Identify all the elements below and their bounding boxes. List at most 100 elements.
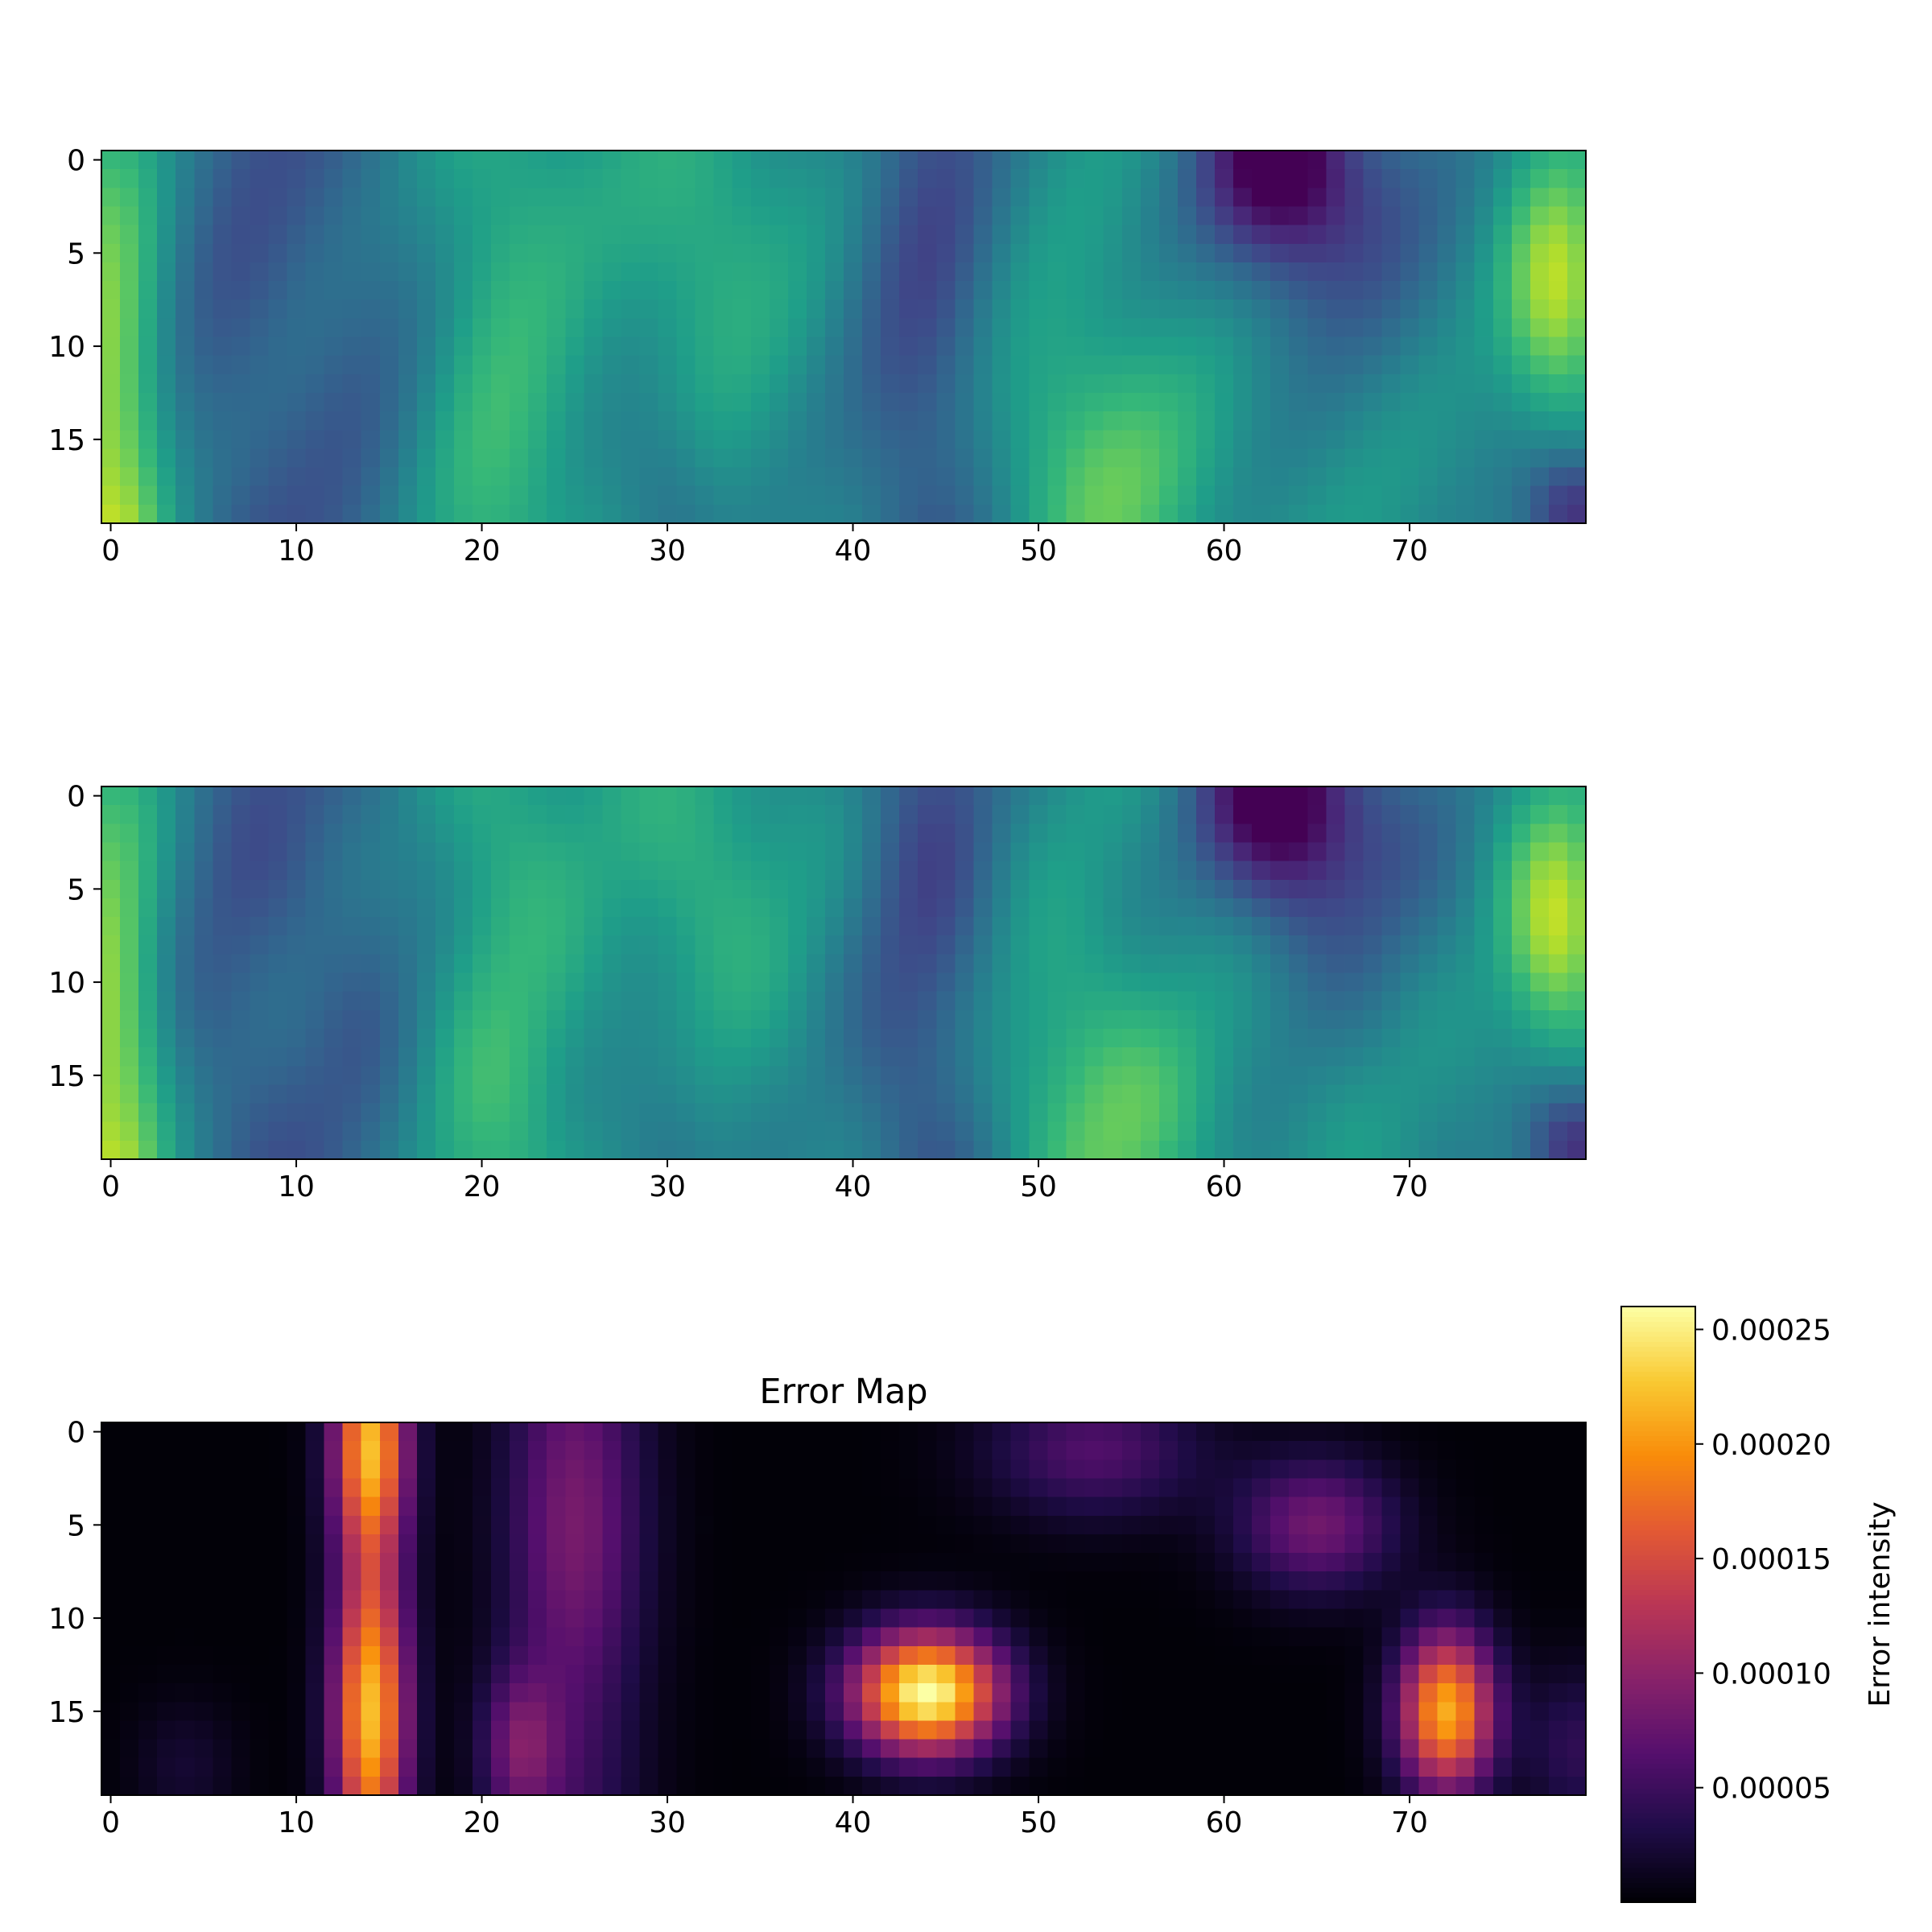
heatmap-cell: [491, 1515, 510, 1535]
heatmap-cell: [676, 355, 696, 375]
heatmap-cell: [194, 1608, 213, 1629]
heatmap-cell: [1140, 1103, 1160, 1123]
heatmap-cell: [398, 1459, 418, 1480]
heatmap-cell: [1474, 1627, 1494, 1647]
heatmap-cell: [1121, 467, 1141, 487]
heatmap-cell: [824, 355, 844, 375]
heatmap-cell: [1233, 1590, 1253, 1610]
heatmap-cell: [379, 879, 399, 899]
heatmap-cell: [824, 485, 844, 506]
heatmap-cell: [584, 1441, 603, 1460]
heatmap-cell: [491, 225, 510, 245]
heatmap-cell: [379, 972, 399, 993]
heatmap-cell: [787, 1608, 807, 1629]
heatmap-cell: [806, 430, 826, 449]
heatmap-cell: [1177, 262, 1197, 282]
heatmap-cell: [1066, 467, 1086, 487]
heatmap-cell: [510, 318, 529, 338]
heatmap-cell: [844, 504, 863, 524]
heatmap-cell: [268, 467, 288, 487]
heatmap-cell: [862, 898, 881, 918]
heatmap-cell: [1252, 504, 1271, 524]
heatmap-cell: [602, 935, 621, 955]
heatmap-cell: [824, 1121, 844, 1141]
heatmap-cell: [1511, 1627, 1531, 1647]
colorbar-swatch: [1621, 1823, 1695, 1829]
heatmap-cell: [1474, 1534, 1494, 1554]
heatmap-cell: [268, 786, 288, 806]
colorbar-swatch: [1621, 1699, 1695, 1704]
heatmap-cell: [1215, 467, 1234, 487]
heatmap-cell: [1492, 281, 1513, 300]
heatmap-cell: [1158, 1757, 1179, 1777]
heatmap-cell: [806, 1084, 826, 1104]
heatmap-cell: [547, 355, 566, 375]
heatmap-cell: [787, 1084, 807, 1104]
heatmap-cell: [1474, 392, 1494, 412]
heatmap-cell: [1270, 1084, 1290, 1104]
heatmap-cell: [1381, 917, 1402, 936]
y-tick-label: 5: [67, 873, 85, 906]
heatmap-cell: [750, 318, 770, 338]
heatmap-cell: [231, 1534, 250, 1554]
heatmap-cell: [1437, 281, 1457, 300]
heatmap-cell: [1474, 1515, 1494, 1535]
heatmap-cell: [1252, 1121, 1271, 1141]
heatmap-cell: [1233, 824, 1253, 844]
heatmap-cell: [1233, 1496, 1253, 1517]
heatmap-cell: [787, 1553, 807, 1572]
heatmap-cell: [1474, 262, 1494, 282]
heatmap-cell: [157, 1776, 176, 1796]
heatmap-cell: [547, 1103, 566, 1123]
heatmap-cell: [1103, 898, 1123, 918]
heatmap-cell: [120, 1459, 139, 1480]
heatmap-cell: [305, 1459, 325, 1480]
heatmap-cell: [1455, 824, 1476, 844]
heatmap-cell: [973, 1084, 993, 1104]
heatmap-cell: [1400, 467, 1420, 487]
heatmap-cell: [769, 879, 789, 899]
heatmap-cell: [138, 411, 158, 431]
heatmap-cell: [750, 1664, 770, 1684]
heatmap-cell: [1326, 972, 1345, 993]
heatmap-cell: [1492, 151, 1513, 170]
heatmap-cell: [194, 824, 213, 844]
heatmap-cell: [899, 1664, 919, 1684]
heatmap-cell: [416, 1084, 436, 1104]
heatmap-cell: [1381, 1009, 1402, 1030]
heatmap-cell: [287, 1009, 307, 1030]
y-tick-label: 10: [48, 967, 85, 1000]
heatmap-cell: [194, 1664, 213, 1684]
heatmap-cell: [1474, 1496, 1494, 1517]
heatmap-cell: [510, 169, 529, 188]
heatmap-cell: [1455, 1683, 1476, 1703]
heatmap-cell: [899, 1590, 919, 1610]
heatmap-cell: [1029, 1459, 1049, 1480]
heatmap-cell: [1363, 1047, 1383, 1067]
heatmap-cell: [1195, 448, 1216, 469]
heatmap-cell: [510, 861, 529, 881]
heatmap-cell: [231, 1757, 250, 1777]
heatmap-cell: [268, 1496, 288, 1517]
heatmap-cell: [324, 1757, 344, 1777]
heatmap-cell: [899, 1776, 919, 1796]
heatmap-cell: [1158, 1103, 1179, 1123]
heatmap-cell: [1511, 485, 1531, 506]
heatmap-cell: [1289, 1627, 1308, 1647]
heatmap-cell: [1381, 1028, 1402, 1048]
heatmap-cell: [658, 485, 678, 506]
heatmap-cell: [1307, 336, 1327, 357]
heatmap-cell: [175, 842, 195, 862]
heatmap-cell: [491, 1571, 510, 1591]
heatmap-cell: [473, 1496, 492, 1517]
heatmap-cell: [565, 1515, 584, 1535]
heatmap-cell: [175, 188, 195, 208]
heatmap-cell: [342, 1702, 362, 1721]
heatmap-cell: [1084, 1627, 1104, 1647]
heatmap-cell: [1437, 1422, 1457, 1442]
heatmap-cell: [175, 824, 195, 844]
heatmap-cell: [1381, 1496, 1402, 1517]
colorbar-swatch: [1621, 1336, 1695, 1342]
heatmap-cell: [1029, 448, 1049, 469]
heatmap-cell: [844, 448, 863, 469]
